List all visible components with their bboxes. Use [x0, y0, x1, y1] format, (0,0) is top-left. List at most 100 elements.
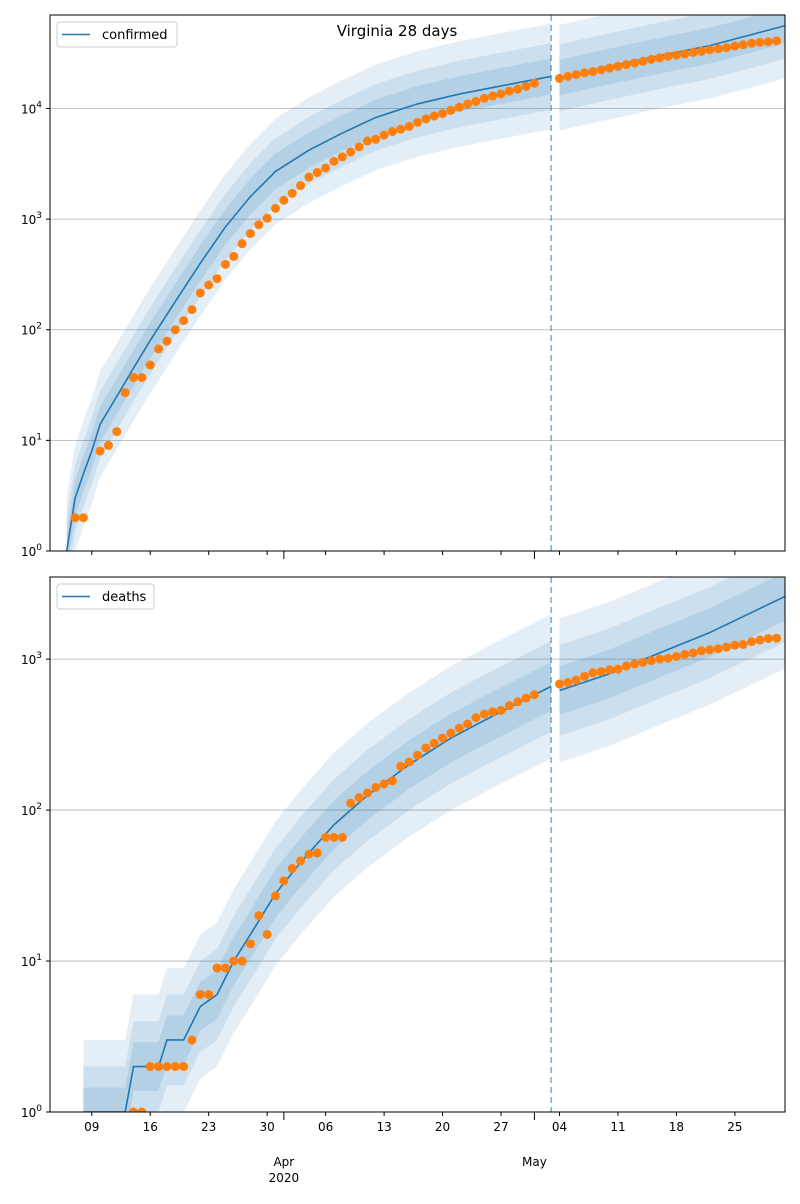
observed-point — [621, 661, 631, 671]
observed-point — [438, 733, 448, 743]
x-major-tick-label: May — [522, 1155, 547, 1169]
observed-point — [204, 990, 214, 1000]
observed-point — [262, 213, 272, 223]
observed-point — [638, 657, 648, 667]
observed-point — [287, 864, 297, 874]
observed-point — [212, 274, 222, 284]
observed-point — [387, 776, 397, 786]
model-line — [65, 75, 552, 551]
observed-point — [296, 181, 306, 191]
observed-point — [312, 848, 322, 858]
observed-point — [321, 163, 331, 173]
observed-point — [680, 649, 690, 659]
x-year-label: 2020 — [269, 1171, 300, 1185]
observed-point — [321, 832, 331, 842]
observed-point — [95, 446, 105, 456]
observed-point — [78, 513, 88, 523]
observed-point — [187, 305, 197, 315]
observed-point — [504, 701, 514, 711]
observed-point — [613, 664, 623, 674]
observed-point — [663, 51, 673, 61]
legend-label: deaths — [102, 590, 147, 605]
observed-point — [529, 78, 539, 88]
legend-box — [56, 583, 155, 610]
observed-point — [170, 1062, 180, 1072]
x-tick-label: 20 — [435, 1120, 450, 1134]
observed-point — [120, 388, 130, 398]
x-tick-label: 13 — [376, 1120, 391, 1134]
observed-point — [413, 117, 422, 127]
observed-point — [371, 783, 381, 793]
observed-point — [588, 668, 598, 678]
plot-frame — [49, 576, 786, 1113]
observed-point — [680, 49, 690, 59]
observed-point — [404, 121, 414, 131]
observed-point — [655, 53, 665, 63]
observed-point — [154, 344, 164, 354]
observed-point — [479, 709, 489, 719]
observed-point — [396, 124, 406, 134]
observed-point — [488, 91, 498, 101]
observed-point — [755, 635, 765, 645]
observed-point — [354, 793, 364, 803]
observed-point — [513, 84, 523, 94]
observed-point — [254, 220, 264, 230]
observed-point — [738, 40, 748, 50]
observed-point — [346, 798, 356, 808]
observed-point — [763, 37, 773, 47]
observed-point — [413, 750, 422, 760]
y-tick-label: 103 — [21, 211, 42, 227]
legend: confirmed — [56, 21, 178, 48]
observed-point — [605, 665, 615, 675]
observed-point — [379, 130, 389, 140]
uncertainty-band — [559, 15, 785, 111]
observed-point — [454, 723, 464, 733]
observed-point — [563, 678, 573, 688]
observed-point — [646, 656, 656, 666]
observed-point — [605, 63, 615, 73]
observed-point — [554, 679, 564, 689]
observed-point — [279, 195, 289, 205]
observed-point — [705, 645, 715, 655]
observed-point — [229, 251, 239, 261]
y-tick-label: 100 — [21, 543, 42, 559]
x-tick-label: 23 — [201, 1120, 216, 1134]
y-tick-label: 101 — [21, 953, 42, 969]
observed-point — [730, 640, 740, 650]
observed-point — [630, 659, 640, 669]
observed-point — [696, 646, 706, 656]
uncertainty-band — [559, 577, 785, 715]
observed-point — [329, 156, 339, 166]
observed-point — [772, 633, 782, 643]
observed-point — [245, 229, 255, 239]
observed-point — [429, 111, 439, 121]
observed-point — [137, 1107, 147, 1112]
observed-point — [747, 637, 757, 647]
observed-point — [254, 911, 264, 921]
observed-point — [730, 41, 740, 51]
observed-point — [421, 743, 431, 753]
observed-point — [271, 891, 281, 901]
observed-point — [129, 1107, 139, 1112]
observed-point — [488, 707, 498, 717]
y-tick-label: 101 — [21, 432, 42, 448]
observed-point — [112, 427, 122, 437]
observed-point — [671, 50, 681, 60]
x-tick-label: 27 — [493, 1120, 508, 1134]
plot-frame — [49, 14, 786, 552]
observed-point — [337, 832, 347, 842]
forecast-line — [559, 595, 785, 692]
observed-point — [588, 67, 598, 77]
observed-point — [195, 990, 205, 1000]
chart-panel-0: 100 101 102 103 104 confirmed Virginia 28 days — [21, 14, 786, 559]
observed-point — [329, 832, 339, 842]
observed-point — [713, 644, 723, 654]
observed-point — [738, 640, 748, 650]
observed-point — [496, 89, 506, 99]
observed-point — [688, 47, 698, 57]
observed-point — [471, 96, 481, 106]
observed-point — [638, 56, 648, 66]
observed-point — [463, 99, 473, 109]
x-tick-label: 04 — [552, 1120, 567, 1134]
